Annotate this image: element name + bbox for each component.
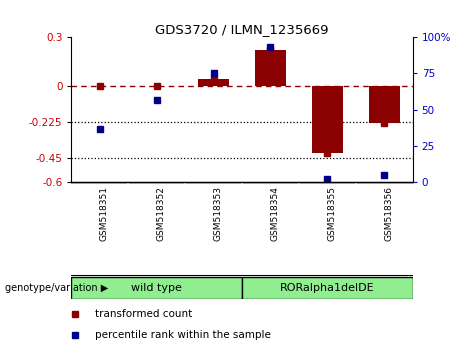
- Title: GDS3720 / ILMN_1235669: GDS3720 / ILMN_1235669: [155, 23, 329, 36]
- Text: GSM518354: GSM518354: [271, 186, 279, 241]
- Bar: [368, 86, 400, 122]
- Text: percentile rank within the sample: percentile rank within the sample: [95, 330, 271, 341]
- Text: wild type: wild type: [131, 282, 182, 293]
- Bar: [255, 50, 286, 86]
- Text: RORalpha1delDE: RORalpha1delDE: [280, 282, 375, 293]
- Text: GSM518352: GSM518352: [157, 186, 166, 241]
- Text: GSM518353: GSM518353: [213, 186, 223, 241]
- FancyBboxPatch shape: [242, 276, 413, 299]
- Text: GSM518355: GSM518355: [327, 186, 337, 241]
- Text: transformed count: transformed count: [95, 309, 193, 319]
- Text: GSM518356: GSM518356: [384, 186, 393, 241]
- FancyBboxPatch shape: [71, 276, 242, 299]
- Bar: [198, 79, 229, 86]
- Text: genotype/variation ▶: genotype/variation ▶: [5, 282, 108, 293]
- Text: GSM518351: GSM518351: [100, 186, 109, 241]
- Bar: [312, 86, 343, 153]
